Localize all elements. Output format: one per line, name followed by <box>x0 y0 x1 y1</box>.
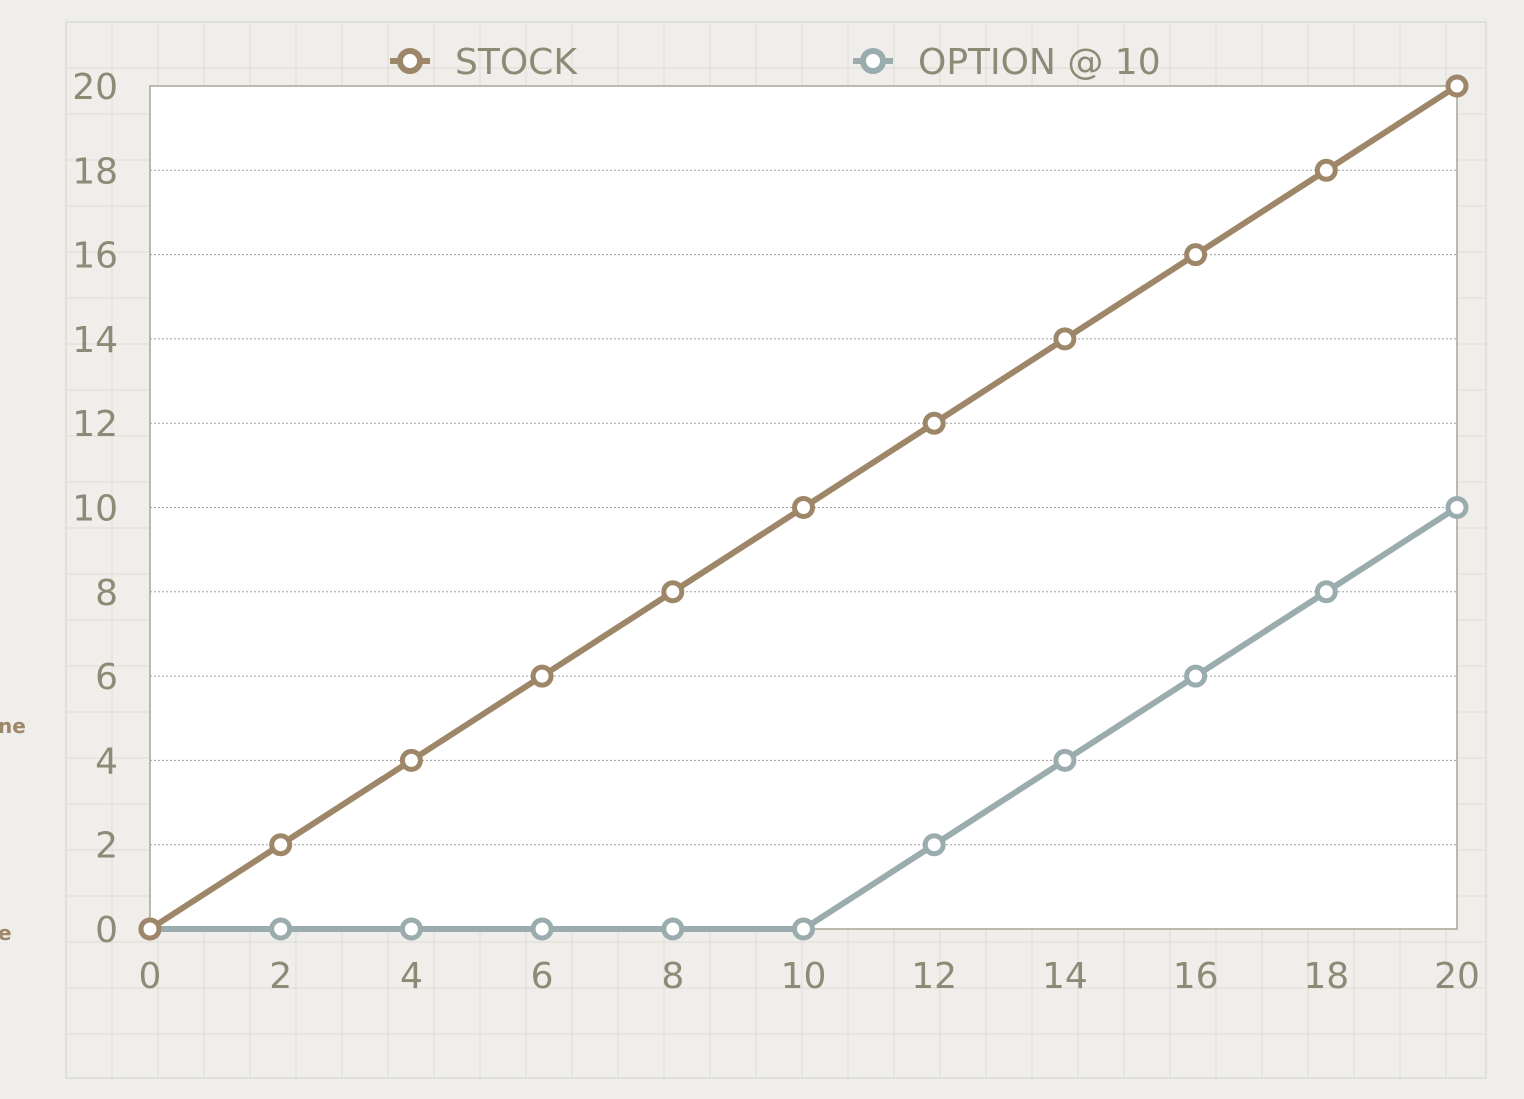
x-axis: 0 2 4 6 8 10 12 14 16 18 20 <box>139 956 1480 997</box>
edge-text-fragment: ne <box>0 714 26 738</box>
legend: STOCK OPTION @ 10 <box>390 42 1161 83</box>
y-axis: 0 2 4 6 8 10 12 14 16 18 20 <box>72 67 118 951</box>
x-tick-label: 2 <box>269 956 292 997</box>
legend-item: OPTION @ 10 <box>853 42 1161 83</box>
x-tick-label: 12 <box>911 956 957 997</box>
data-point <box>1314 158 1338 182</box>
data-point <box>269 917 293 941</box>
data-point <box>661 917 685 941</box>
data-point <box>1053 748 1077 772</box>
data-point <box>1314 580 1338 604</box>
y-tick-label: 20 <box>72 67 118 108</box>
x-tick-label: 14 <box>1042 956 1088 997</box>
legend-item: STOCK <box>390 42 578 83</box>
data-point <box>399 748 423 772</box>
data-point <box>922 411 946 435</box>
x-tick-label: 18 <box>1303 956 1349 997</box>
data-point <box>661 580 685 604</box>
y-tick-label: 12 <box>72 404 118 445</box>
data-point <box>530 664 554 688</box>
legend-marker <box>860 48 886 74</box>
x-tick-label: 10 <box>781 956 827 997</box>
legend-label: STOCK <box>455 42 578 83</box>
y-tick-label: 2 <box>95 826 118 867</box>
x-tick-label: 0 <box>139 956 162 997</box>
legend-marker <box>397 48 423 74</box>
data-point <box>922 833 946 857</box>
y-tick-label: 14 <box>72 320 118 361</box>
data-point <box>792 917 815 941</box>
series-stock <box>138 74 1469 941</box>
data-point <box>1445 74 1469 98</box>
series-layer <box>138 74 1469 941</box>
data-point <box>1053 327 1077 351</box>
y-tick-label: 18 <box>72 151 118 192</box>
x-tick-label: 16 <box>1173 956 1219 997</box>
y-tick-label: 8 <box>95 573 118 614</box>
data-point <box>138 917 162 941</box>
y-tick-label: 16 <box>72 236 118 277</box>
data-point <box>1184 243 1208 267</box>
data-point <box>1445 496 1469 519</box>
y-tick-label: 6 <box>95 657 118 698</box>
data-point <box>399 917 423 941</box>
x-tick-label: 6 <box>531 956 554 997</box>
y-tick-label: 0 <box>95 910 118 951</box>
data-point <box>792 496 815 519</box>
data-point <box>530 917 554 941</box>
x-tick-label: 4 <box>400 956 423 997</box>
x-tick-label: 20 <box>1434 956 1480 997</box>
data-point <box>269 833 293 857</box>
data-point <box>1184 664 1208 688</box>
edge-text-fragment: e <box>0 921 12 945</box>
y-tick-label: 10 <box>72 489 118 530</box>
x-tick-label: 8 <box>661 956 684 997</box>
legend-label: OPTION @ 10 <box>918 42 1161 83</box>
y-tick-label: 4 <box>95 741 118 782</box>
